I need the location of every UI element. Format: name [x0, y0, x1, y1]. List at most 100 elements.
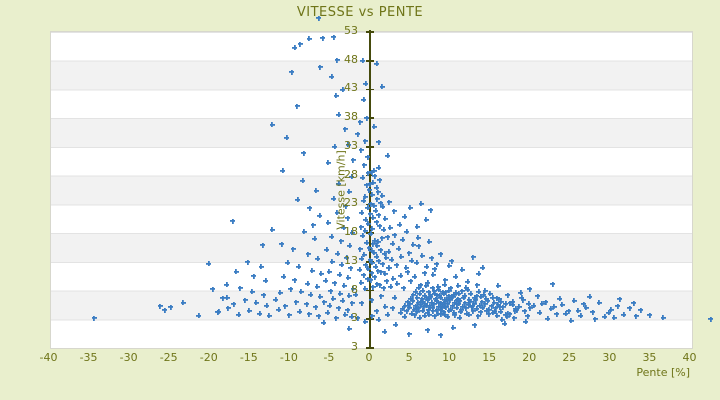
data-point: [385, 312, 391, 318]
data-point: [449, 293, 455, 299]
data-point: [387, 225, 393, 231]
data-point: [393, 262, 399, 268]
data-point: [334, 57, 340, 63]
data-point: [340, 86, 346, 92]
y-axis-tick-label: 18: [344, 225, 358, 239]
data-point: [415, 300, 421, 306]
data-point: [537, 310, 543, 316]
data-point: [518, 294, 524, 300]
x-axis-tick-label: 20: [522, 351, 537, 364]
data-point: [373, 61, 379, 67]
data-point: [365, 221, 371, 227]
data-point: [349, 300, 355, 306]
data-point: [256, 311, 262, 317]
data-point: [455, 296, 461, 302]
x-axis-tick-label: -20: [199, 351, 218, 364]
data-point: [429, 300, 435, 306]
data-point: [288, 286, 294, 292]
data-point: [499, 317, 505, 323]
data-point: [359, 210, 365, 216]
x-axis-tick-label: -25: [159, 351, 178, 364]
data-point: [317, 64, 323, 70]
data-point: [417, 291, 423, 297]
data-point: [418, 299, 424, 305]
x-axis-tick-label: 40: [682, 351, 697, 364]
data-point: [367, 211, 373, 217]
data-point: [370, 180, 376, 186]
data-point: [423, 217, 429, 223]
data-point: [421, 313, 427, 319]
data-point: [329, 259, 335, 265]
x-axis-tick-label: -35: [79, 351, 98, 364]
data-point: [280, 274, 286, 280]
data-point: [414, 309, 420, 315]
data-point: [251, 273, 257, 279]
data-point: [474, 306, 480, 312]
y-tickmark: [366, 146, 374, 148]
data-point: [448, 307, 454, 312]
data-point: [506, 311, 512, 317]
data-point: [382, 216, 388, 222]
data-point: [377, 223, 383, 229]
data-point: [545, 316, 551, 322]
data-point: [306, 311, 312, 317]
y-axis-title: Vitesse [km/h]: [334, 150, 348, 230]
data-point: [615, 303, 621, 309]
data-point: [308, 292, 314, 298]
data-point: [454, 305, 460, 311]
data-point: [455, 283, 461, 289]
data-point: [349, 230, 355, 236]
data-point: [323, 278, 329, 284]
data-point: [516, 304, 522, 310]
data-point: [526, 301, 532, 307]
data-point: [419, 252, 425, 258]
data-point: [292, 277, 298, 283]
data-point: [481, 292, 487, 298]
data-point: [317, 294, 323, 300]
data-point: [440, 289, 446, 295]
data-point: [425, 327, 431, 333]
data-point: [450, 303, 456, 309]
data-point: [335, 251, 341, 257]
data-point: [421, 270, 427, 276]
data-point: [375, 189, 381, 195]
data-point: [325, 160, 331, 166]
data-point: [384, 278, 390, 284]
data-point: [493, 305, 499, 311]
data-point: [314, 284, 320, 290]
data-point: [627, 305, 633, 311]
data-point: [336, 305, 342, 311]
data-point: [483, 296, 489, 302]
data-point: [427, 303, 433, 309]
data-point: [157, 303, 163, 309]
data-point: [366, 187, 372, 193]
data-point: [477, 302, 483, 308]
data-point: [313, 304, 318, 310]
data-point: [371, 203, 377, 208]
data-point: [369, 270, 375, 276]
data-point: [413, 303, 419, 309]
data-point: [443, 289, 449, 295]
data-point: [472, 322, 478, 328]
data-point: [438, 307, 443, 312]
data-point: [272, 297, 278, 303]
data-point: [342, 126, 348, 132]
plot-area: [50, 15, 714, 349]
data-point: [409, 311, 415, 317]
data-point: [305, 251, 311, 257]
data-point: [492, 309, 498, 315]
data-point: [286, 312, 292, 318]
data-point: [638, 307, 644, 313]
data-point: [456, 290, 462, 296]
data-point: [374, 196, 380, 202]
y-axis-tick-label: 53: [344, 24, 358, 37]
data-point: [310, 222, 316, 228]
data-point: [244, 259, 250, 265]
data-point: [429, 285, 435, 291]
data-point: [432, 266, 438, 272]
data-point: [392, 294, 398, 300]
data-point: [424, 263, 430, 269]
data-point: [369, 169, 375, 175]
points-layer: [51, 15, 714, 348]
data-point: [312, 236, 318, 242]
